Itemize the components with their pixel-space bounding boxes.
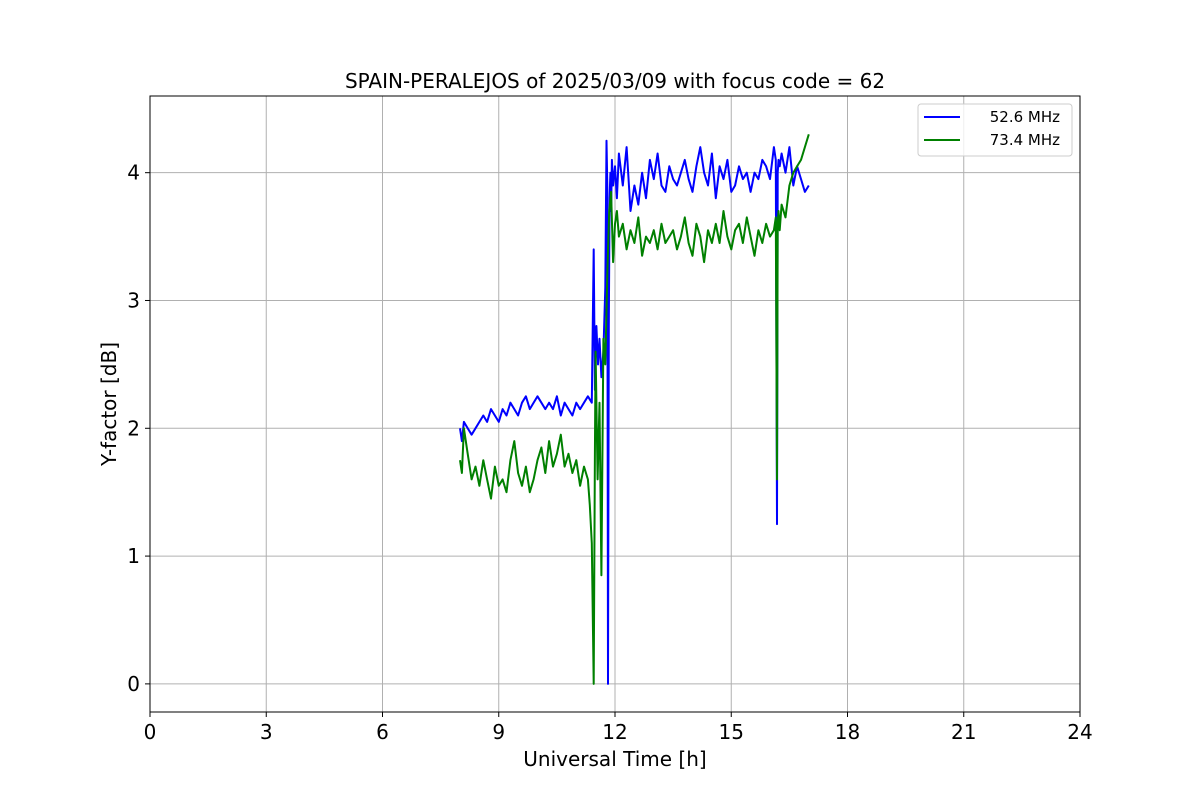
y-axis: 0 1 2 3 4 xyxy=(127,161,150,696)
x-tick-label: 24 xyxy=(1067,720,1092,744)
legend: 52.6 MHz 73.4 MHz xyxy=(917,103,1073,157)
y-tick-label: 3 xyxy=(127,288,140,312)
y-tick-label: 0 xyxy=(127,672,140,696)
x-axis: 0 3 6 9 12 15 18 21 24 xyxy=(144,712,1093,744)
x-tick-label: 3 xyxy=(260,720,273,744)
x-tick-label: 12 xyxy=(602,720,627,744)
series-line-0 xyxy=(459,139,810,685)
x-tick-label: 21 xyxy=(951,720,976,744)
chart-title: SPAIN-PERALEJOS of 2025/03/09 with focus… xyxy=(345,69,885,93)
legend-label-52-6: 52.6 MHz xyxy=(990,108,1060,126)
x-tick-label: 6 xyxy=(376,720,389,744)
series-line-1 xyxy=(459,134,810,685)
y-tick-label: 1 xyxy=(127,544,140,568)
y-tick-label: 4 xyxy=(127,161,140,185)
y-axis-label: Y-factor [dB] xyxy=(97,342,121,467)
x-tick-label: 15 xyxy=(719,720,744,744)
x-tick-label: 9 xyxy=(492,720,505,744)
y-tick-label: 2 xyxy=(127,416,140,440)
series-layer xyxy=(459,134,810,685)
x-tick-label: 0 xyxy=(144,720,157,744)
x-tick-label: 18 xyxy=(835,720,860,744)
legend-label-73-4: 73.4 MHz xyxy=(990,131,1060,149)
x-axis-label: Universal Time [h] xyxy=(523,747,706,771)
